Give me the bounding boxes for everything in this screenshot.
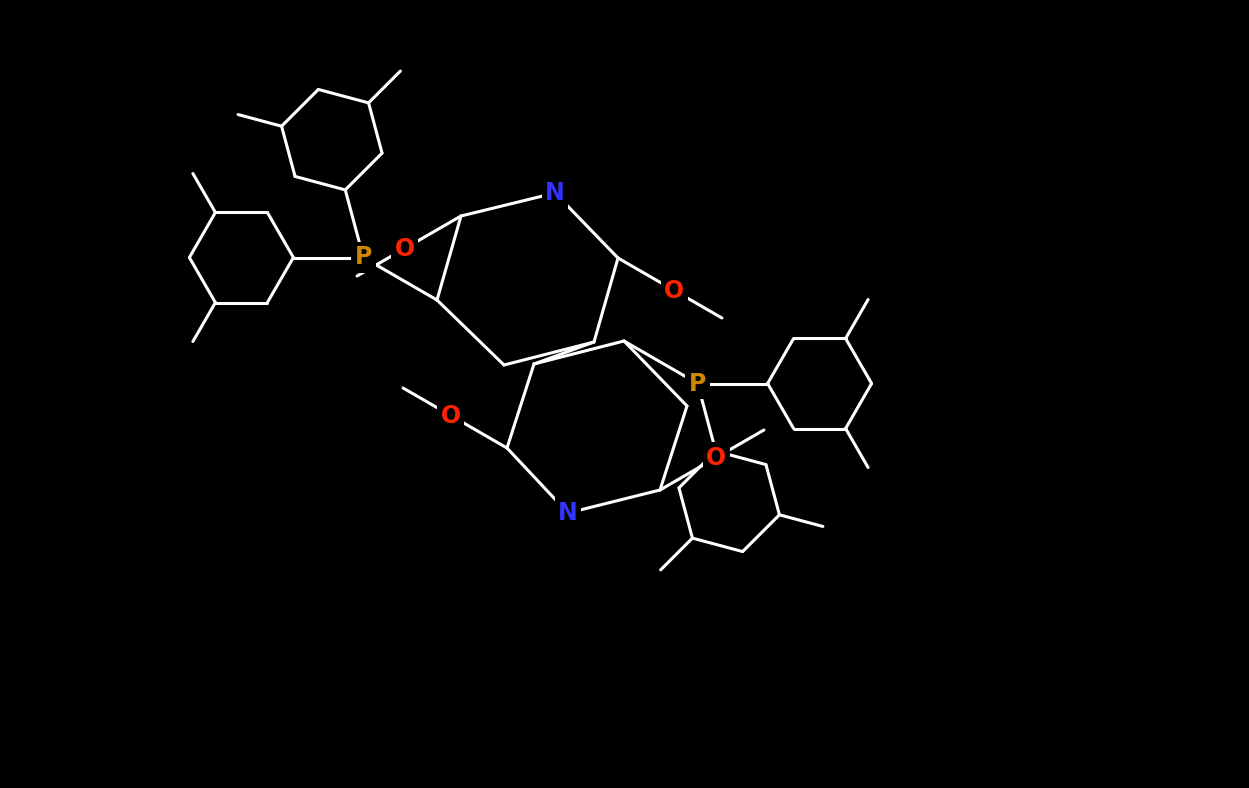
Text: O: O xyxy=(706,445,727,470)
Text: N: N xyxy=(558,501,578,525)
Text: P: P xyxy=(355,246,372,269)
Text: O: O xyxy=(395,236,415,261)
Text: O: O xyxy=(441,403,461,428)
Text: O: O xyxy=(664,278,684,303)
Text: N: N xyxy=(545,181,565,205)
Text: P: P xyxy=(689,371,706,396)
